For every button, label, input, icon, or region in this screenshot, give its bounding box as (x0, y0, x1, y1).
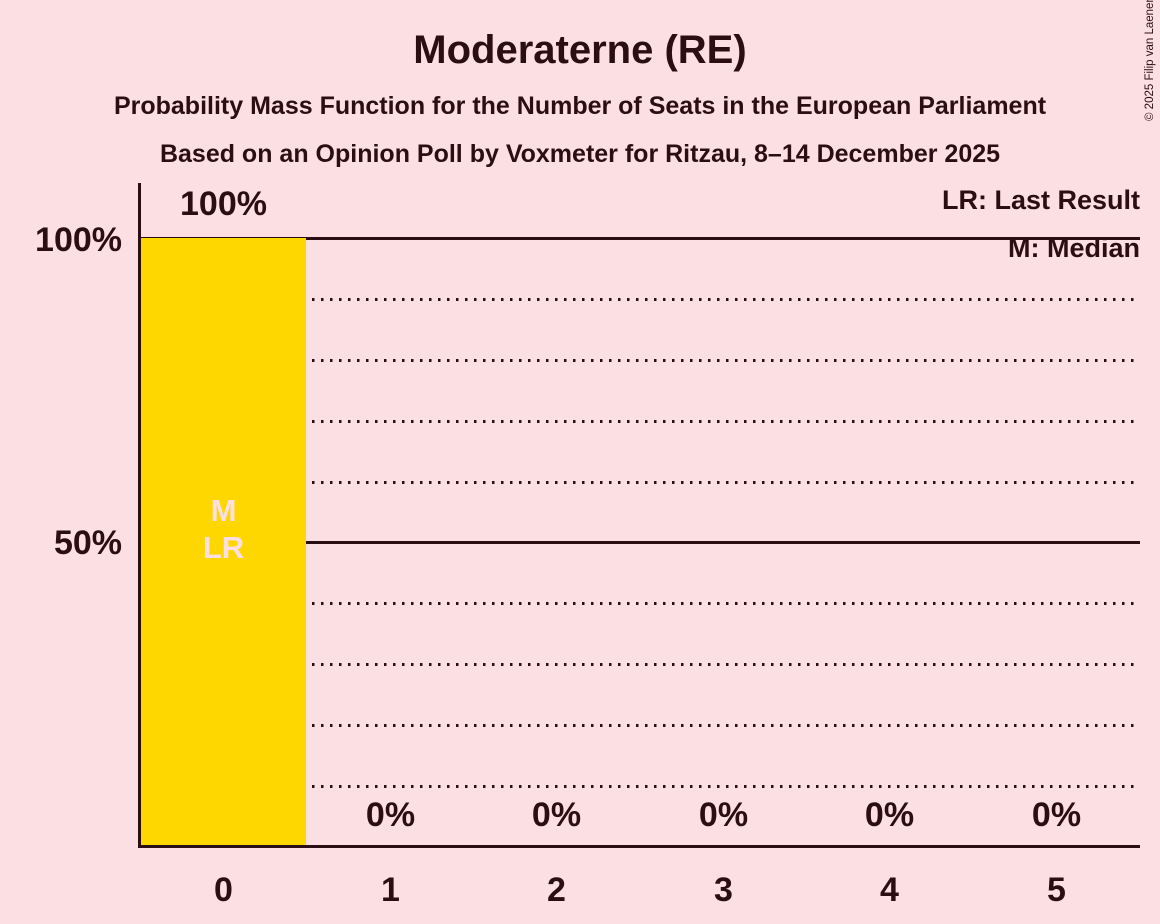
chart-subtitle: Probability Mass Function for the Number… (113, 92, 1047, 120)
value-label-seats-5: 0% (1031, 796, 1082, 834)
value-label-seats-3: 0% (698, 796, 749, 834)
gridline-80pct (141, 359, 1140, 362)
median-marker-label: M (210, 493, 237, 528)
bar-seats-0 (141, 238, 306, 845)
copyright-notice: © 2025 Filip van Laenen (1144, 0, 1156, 121)
last-result-marker-label: LR (202, 530, 245, 565)
x-tick-label-4: 4 (880, 871, 899, 909)
value-label-seats-1: 0% (365, 796, 416, 834)
value-label-seats-0: 100% (180, 185, 267, 223)
gridline-60pct (141, 481, 1140, 484)
y-axis-line (138, 183, 141, 848)
gridline-50pct (141, 541, 1140, 544)
chart-title: Moderaterne (RE) (413, 28, 747, 72)
gridline-20pct (141, 724, 1140, 727)
gridline-10pct (141, 785, 1140, 788)
gridline-70pct (141, 420, 1140, 423)
x-tick-label-5: 5 (1047, 871, 1066, 909)
chart-subtitle-source: Based on an Opinion Poll by Voxmeter for… (159, 140, 1001, 168)
legend-last-result: LR: Last Result (941, 185, 1140, 215)
y-tick-label-50: 50% (53, 524, 122, 562)
y-tick-label-100: 100% (35, 221, 122, 259)
value-label-seats-2: 0% (531, 796, 582, 834)
x-tick-label-3: 3 (714, 871, 733, 909)
gridline-40pct (141, 602, 1140, 605)
x-tick-label-2: 2 (547, 871, 566, 909)
gridline-100pct (141, 237, 1140, 240)
x-tick-label-1: 1 (381, 871, 400, 909)
x-axis-line (138, 845, 1140, 848)
gridline-90pct (141, 298, 1140, 301)
gridline-30pct (141, 663, 1140, 666)
x-tick-label-0: 0 (214, 871, 233, 909)
value-label-seats-4: 0% (864, 796, 915, 834)
